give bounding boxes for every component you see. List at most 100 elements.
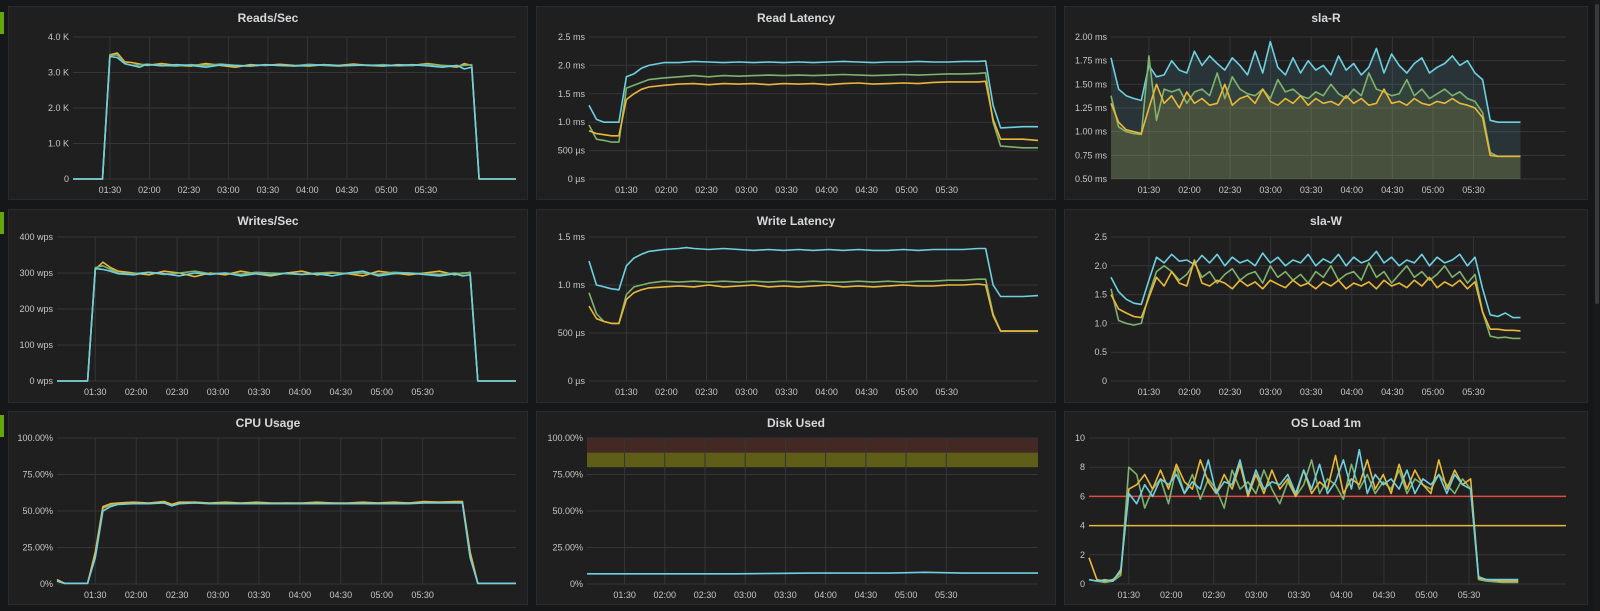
x-tick-label: 04:30 (1373, 590, 1396, 600)
y-tick-label: 25.00% (22, 543, 53, 553)
y-tick-label: 2.5 (1094, 232, 1107, 242)
y-tick-label: 500 µs (558, 146, 586, 156)
y-tick-label: 10 (1075, 433, 1085, 443)
series-line[interactable] (588, 60, 1038, 129)
x-tick-label: 02:30 (166, 590, 189, 600)
y-tick-label: 100 wps (19, 340, 53, 350)
panel-title: CPU Usage (235, 416, 301, 430)
y-tick-label: 1.5 ms (558, 89, 586, 99)
y-tick-label: 75.00% (22, 470, 53, 480)
x-tick-label: 03:00 (217, 185, 240, 195)
series-line[interactable] (56, 501, 516, 585)
series-line[interactable] (1088, 448, 1519, 582)
series-line[interactable] (1110, 83, 1521, 158)
x-tick-label: 05:30 (935, 185, 958, 195)
threshold-band (587, 452, 1038, 468)
y-tick-label: 2.00 ms (1075, 32, 1108, 42)
y-tick-label: 1.75 ms (1075, 56, 1108, 66)
series-line[interactable] (588, 72, 1038, 149)
x-tick-label: 02:00 (655, 185, 678, 195)
x-tick-label: 03:00 (1259, 185, 1282, 195)
series-line[interactable] (73, 55, 516, 180)
x-tick-label: 05:30 (1458, 590, 1481, 600)
panel-write-latency[interactable]: Write Latency 0 µs 500 µs 1.0 ms 1.5 ms 01:3… (536, 209, 1056, 403)
y-tick-label: 400 wps (19, 232, 53, 242)
series-line[interactable] (56, 502, 516, 585)
x-tick-label: 04:00 (289, 590, 312, 600)
series-line[interactable] (57, 267, 516, 382)
scrollbar-thumb[interactable] (1595, 4, 1599, 304)
x-tick-label: 03:00 (1259, 387, 1282, 397)
y-tick-label: 0% (570, 579, 583, 589)
x-tick-label: 02:00 (125, 590, 148, 600)
x-tick-label: 05:00 (370, 590, 393, 600)
series-line[interactable] (1110, 262, 1521, 340)
y-tick-label: 1.0 (1094, 318, 1107, 328)
panel-os-load-1m[interactable]: OS Load 1m 0 2 4 6 8 10 01:30 02:00 02:30 03:00 03… (1064, 411, 1588, 605)
x-tick-label: 03:30 (1288, 590, 1311, 600)
y-tick-label: 4 (1080, 521, 1085, 531)
panel-sla-r[interactable]: sla-R 0.50 ms 0.75 ms 1.00 ms 1.25 ms 1.50 m… (1064, 6, 1588, 200)
y-tick-label: 300 wps (19, 268, 53, 278)
series-line[interactable] (56, 500, 516, 585)
panel-title: sla-W (1309, 214, 1342, 228)
x-tick-label: 01:30 (1117, 590, 1140, 600)
series-line[interactable] (588, 283, 1038, 332)
x-tick-label: 01:30 (84, 590, 107, 600)
x-tick-label: 03:00 (207, 590, 230, 600)
x-tick-label: 01:30 (615, 185, 638, 195)
y-tick-label: 3.0 K (48, 68, 69, 78)
x-tick-label: 05:30 (1462, 185, 1485, 195)
x-tick-label: 01:30 (613, 590, 636, 600)
series-line[interactable] (57, 261, 516, 382)
y-tick-label: 0 (64, 174, 69, 184)
page-scrollbar[interactable] (1594, 0, 1600, 611)
x-tick-label: 02:00 (1160, 590, 1183, 600)
x-tick-label: 03:00 (735, 387, 758, 397)
series-line[interactable] (57, 265, 516, 382)
series-line[interactable] (73, 54, 516, 180)
x-tick-label: 05:30 (411, 387, 434, 397)
x-tick-label: 03:30 (257, 185, 280, 195)
panel-writes-sec[interactable]: Writes/Sec 0 wps 100 wps 200 wps 300 wps 400… (8, 209, 528, 403)
chart-write-latency: 0 µs 500 µs 1.0 ms 1.5 ms 01:30 02:00 02:30 03:… (558, 232, 1039, 397)
x-tick-label: 04:30 (855, 590, 878, 600)
x-tick-label: 03:30 (774, 590, 797, 600)
x-tick-label: 02:00 (654, 590, 677, 600)
y-tick-label: 0.50 ms (1075, 174, 1108, 184)
series-line[interactable] (73, 52, 516, 180)
x-tick-label: 02:30 (695, 185, 718, 195)
series-line[interactable] (1110, 250, 1521, 319)
series-line[interactable] (587, 571, 1038, 575)
series-line[interactable] (1110, 55, 1521, 158)
series-line[interactable] (1110, 259, 1521, 332)
panel-read-latency[interactable]: Read Latency 0 µs 500 µs 1.0 ms 1.5 ms 2.0 m… (536, 6, 1056, 200)
x-tick-label: 03:00 (734, 590, 757, 600)
x-tick-label: 02:30 (1203, 590, 1226, 600)
x-tick-label: 03:00 (1245, 590, 1268, 600)
panel-sla-w[interactable]: sla-W 0 0.5 1.0 1.5 2.0 2.5 01:30 02:00 02:30 03:… (1064, 209, 1588, 403)
y-tick-label: 0.5 (1094, 347, 1107, 357)
series-line[interactable] (588, 278, 1038, 332)
y-tick-label: 1.5 (1094, 290, 1107, 300)
series-line[interactable] (1110, 40, 1521, 123)
panel-title: Reads/Sec (237, 11, 299, 25)
y-tick-label: 1.50 ms (1075, 79, 1108, 89)
chart-os-load-1m: 0 2 4 6 8 10 01:30 02:00 02:30 03:00 03:30 04:00 04:… (1075, 433, 1566, 600)
x-tick-label: 04:00 (815, 387, 838, 397)
x-tick-label: 04:30 (855, 387, 878, 397)
series-line[interactable] (588, 80, 1039, 142)
x-tick-label: 03:30 (1300, 387, 1323, 397)
series-line[interactable] (588, 246, 1039, 298)
x-tick-label: 04:00 (1341, 387, 1364, 397)
panel-cpu-usage[interactable]: CPU Usage 0% 25.00% 50.00% 75.00% 100.00% 01:… (8, 411, 528, 605)
chart-writes-sec: 0 wps 100 wps 200 wps 300 wps 400 wps 01:30 02… (19, 232, 516, 397)
panel-reads-sec[interactable]: Reads/Sec 0 1.0 K 2.0 K 3.0 K 4.0 K 01:30 02:0… (8, 6, 528, 200)
y-tick-label: 2.0 K (48, 103, 69, 113)
panel-disk-used[interactable]: Disk Used 0% 25.00% 50.00% 75.00% 100.00% 01:… (536, 411, 1056, 605)
y-tick-label: 0 (1080, 579, 1085, 589)
x-tick-label: 02:30 (166, 387, 189, 397)
x-tick-label: 02:30 (1219, 185, 1242, 195)
x-tick-label: 03:00 (735, 185, 758, 195)
panel-title: OS Load 1m (1290, 416, 1361, 430)
